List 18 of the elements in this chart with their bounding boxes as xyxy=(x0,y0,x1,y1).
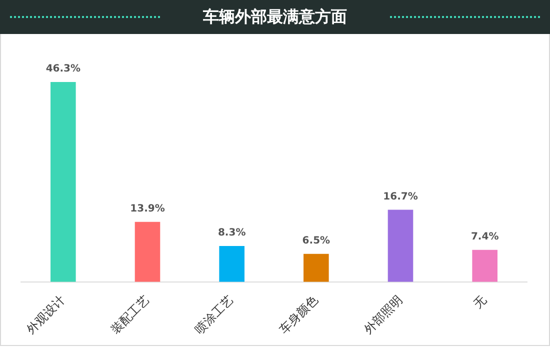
x-tick-label: 喷涂工艺 xyxy=(192,292,236,336)
bar xyxy=(388,210,414,282)
x-tick-label: 外观设计 xyxy=(24,292,68,336)
data-label: 16.7% xyxy=(383,191,418,202)
x-tick-label: 无 xyxy=(470,292,490,311)
bar xyxy=(304,254,329,282)
data-label: 6.5% xyxy=(302,235,330,246)
data-label: 8.3% xyxy=(218,228,246,239)
bar xyxy=(219,246,244,282)
x-tick-label: 外部照明 xyxy=(361,292,405,336)
bar xyxy=(472,250,498,282)
x-tick-label: 车身颜色 xyxy=(276,292,321,336)
bar xyxy=(134,222,160,282)
bar xyxy=(50,82,76,282)
x-tick-label: 装配工艺 xyxy=(108,292,152,336)
data-label: 13.9% xyxy=(130,203,165,214)
data-label: 7.4% xyxy=(470,232,499,243)
data-label: 46.3% xyxy=(46,64,81,75)
